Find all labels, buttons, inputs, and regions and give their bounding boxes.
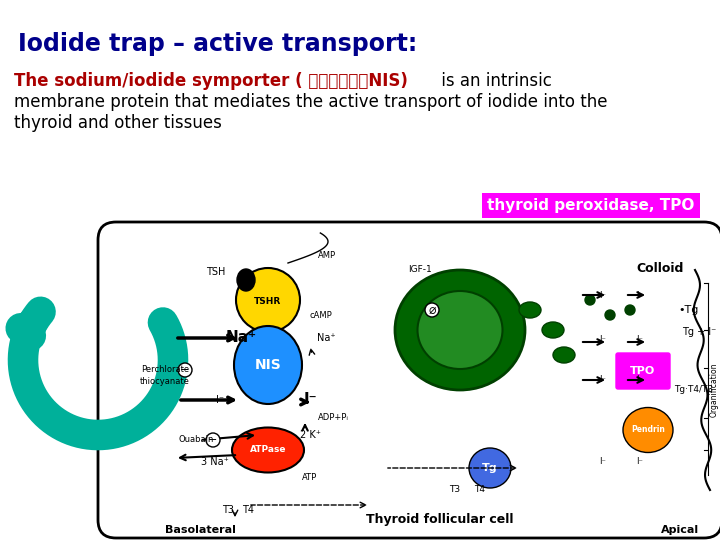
Ellipse shape bbox=[542, 322, 564, 338]
Text: I⁻: I⁻ bbox=[600, 335, 606, 345]
Text: Na⁺: Na⁺ bbox=[317, 333, 336, 343]
Text: ADP+Pᵢ: ADP+Pᵢ bbox=[318, 414, 349, 422]
Text: Thyroid follicular cell: Thyroid follicular cell bbox=[366, 514, 514, 526]
Text: T4: T4 bbox=[474, 485, 485, 495]
Ellipse shape bbox=[425, 303, 439, 317]
Text: Perchlorate: Perchlorate bbox=[141, 366, 189, 375]
Text: •Tg: •Tg bbox=[678, 305, 698, 315]
Text: Basolateral: Basolateral bbox=[165, 525, 235, 535]
Text: T3: T3 bbox=[449, 485, 461, 495]
Text: The sodium/iodide symporter ( 同向转运体，NIS) is an intrinsic: The sodium/iodide symporter ( 同向转运体，NIS)… bbox=[14, 72, 485, 90]
Text: 2 K⁺: 2 K⁺ bbox=[300, 430, 321, 440]
Text: I⁻: I⁻ bbox=[600, 375, 606, 384]
Text: Tg + I⁻: Tg + I⁻ bbox=[682, 327, 716, 337]
Text: cAMP: cAMP bbox=[310, 310, 333, 320]
Ellipse shape bbox=[519, 302, 541, 318]
Text: I⁻: I⁻ bbox=[636, 457, 644, 467]
Text: Iodide trap – active transport:: Iodide trap – active transport: bbox=[18, 32, 418, 56]
Text: TSH: TSH bbox=[207, 267, 225, 277]
Ellipse shape bbox=[236, 268, 300, 332]
Text: TSHR: TSHR bbox=[254, 298, 282, 307]
FancyBboxPatch shape bbox=[98, 222, 720, 538]
Text: −: − bbox=[180, 365, 189, 375]
Text: The sodium/iodide symporter ( 同向转运体，NIS): The sodium/iodide symporter ( 同向转运体，NIS) bbox=[14, 72, 408, 90]
Text: I⁻: I⁻ bbox=[303, 393, 317, 408]
Text: T3: T3 bbox=[222, 505, 234, 515]
Text: thyroid and other tissues: thyroid and other tissues bbox=[14, 114, 222, 132]
Ellipse shape bbox=[237, 269, 255, 291]
Text: I⁻: I⁻ bbox=[636, 375, 644, 384]
Text: I⁻: I⁻ bbox=[636, 335, 644, 345]
Text: I⁻: I⁻ bbox=[636, 291, 644, 300]
Text: ATP: ATP bbox=[302, 474, 318, 483]
Ellipse shape bbox=[625, 305, 635, 315]
Text: thyroid peroxidase, TPO: thyroid peroxidase, TPO bbox=[487, 198, 694, 213]
Text: TPO: TPO bbox=[631, 366, 656, 376]
Ellipse shape bbox=[395, 270, 525, 390]
Text: Tg·T4/T3: Tg·T4/T3 bbox=[674, 386, 713, 395]
Text: ⌀: ⌀ bbox=[428, 303, 436, 316]
Text: is an intrinsic: is an intrinsic bbox=[436, 72, 552, 90]
FancyBboxPatch shape bbox=[616, 353, 670, 389]
Text: ATPase: ATPase bbox=[250, 446, 287, 455]
Text: Pendrin: Pendrin bbox=[631, 426, 665, 435]
Text: 3 Na⁺: 3 Na⁺ bbox=[201, 457, 229, 467]
Text: Apical: Apical bbox=[661, 525, 699, 535]
Text: thiocyanate: thiocyanate bbox=[140, 377, 190, 387]
Text: I⁻: I⁻ bbox=[600, 457, 606, 467]
Text: IGF-1: IGF-1 bbox=[408, 266, 432, 274]
Ellipse shape bbox=[605, 310, 615, 320]
Ellipse shape bbox=[234, 326, 302, 404]
Text: I⁻: I⁻ bbox=[600, 291, 606, 300]
Text: NIS: NIS bbox=[255, 358, 282, 372]
Text: Na⁺: Na⁺ bbox=[225, 330, 256, 346]
Ellipse shape bbox=[585, 295, 595, 305]
Text: AMP: AMP bbox=[318, 251, 336, 260]
Text: T4: T4 bbox=[242, 505, 254, 515]
Text: −: − bbox=[208, 435, 217, 445]
Text: Organification: Organification bbox=[709, 363, 719, 417]
Text: I⁻: I⁻ bbox=[216, 395, 224, 405]
Ellipse shape bbox=[178, 363, 192, 377]
Text: Colloid: Colloid bbox=[636, 261, 684, 274]
Text: membrane protein that mediates the active transport of iodide into the: membrane protein that mediates the activ… bbox=[14, 93, 608, 111]
Ellipse shape bbox=[418, 291, 503, 369]
Ellipse shape bbox=[232, 428, 304, 472]
Ellipse shape bbox=[469, 448, 511, 488]
Text: Tg: Tg bbox=[482, 463, 498, 473]
Text: Ouabain: Ouabain bbox=[179, 435, 214, 444]
Ellipse shape bbox=[623, 408, 673, 453]
Ellipse shape bbox=[206, 433, 220, 447]
Ellipse shape bbox=[553, 347, 575, 363]
